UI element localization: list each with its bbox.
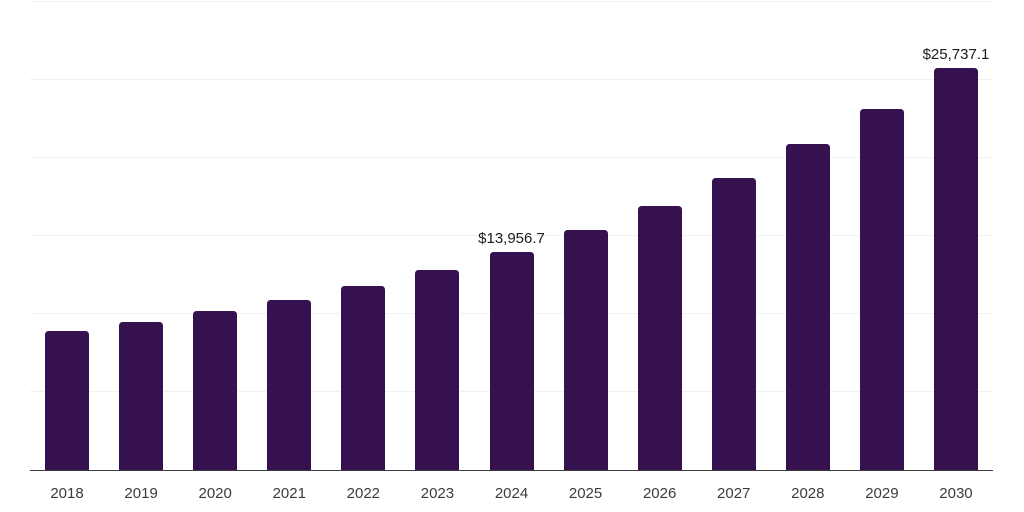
- bar-2024: [489, 252, 534, 470]
- bar-2028: [785, 144, 830, 470]
- gridline-30000: [30, 1, 993, 2]
- x-tick-label-2028: 2028: [791, 485, 825, 502]
- bar-2025: [563, 229, 608, 470]
- plot-area: $13,956.7 $25,737.1: [30, 1, 993, 471]
- x-tick-label-2026: 2026: [642, 485, 677, 502]
- bar-2026: [637, 206, 682, 470]
- bar-2023: [415, 269, 460, 470]
- gridline-20000: [30, 156, 993, 158]
- bar-2019: [119, 322, 164, 470]
- x-tick-label-2025: 2025: [568, 485, 603, 502]
- bar-2020: [193, 311, 238, 470]
- bar-2018: [45, 330, 90, 470]
- x-tick-label-2030: 2030: [939, 485, 973, 502]
- x-tick-label-2027: 2027: [717, 485, 751, 502]
- x-tick-label-2019: 2019: [124, 485, 158, 502]
- x-tick-label-2024: 2024: [494, 485, 529, 502]
- bar-value-label-2030: $25,737.1: [922, 46, 990, 64]
- bar-2022: [341, 285, 386, 470]
- gridline-15000: [30, 234, 993, 236]
- x-tick-label-2020: 2020: [198, 485, 232, 502]
- x-tick-label-2022: 2022: [346, 485, 381, 502]
- bar-2027: [711, 177, 756, 470]
- x-tick-label-2021: 2021: [272, 485, 306, 502]
- x-tick-label-2029: 2029: [865, 485, 899, 502]
- gridline-25000: [30, 78, 993, 80]
- bar-2029: [859, 108, 904, 470]
- x-tick-label-2023: 2023: [420, 485, 455, 502]
- bar-2021: [267, 300, 312, 470]
- bar-value-label-2024: $13,956.7: [478, 230, 545, 248]
- bar-2030: [933, 68, 978, 470]
- x-tick-label-2018: 2018: [50, 485, 84, 502]
